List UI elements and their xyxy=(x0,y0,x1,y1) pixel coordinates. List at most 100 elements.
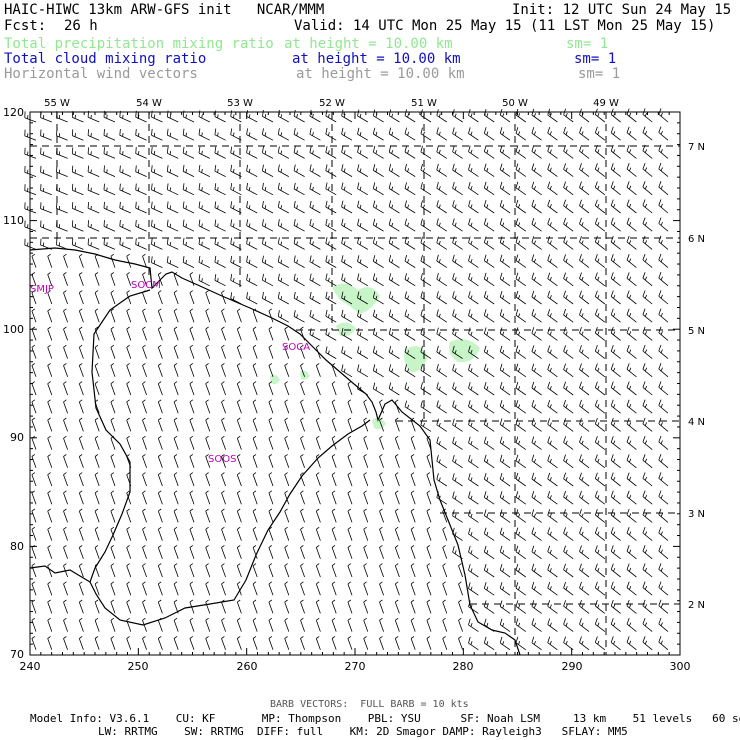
wind-barb xyxy=(442,526,448,541)
wind-barb xyxy=(642,599,653,614)
wind-barb xyxy=(78,599,84,614)
wind-barb xyxy=(205,545,211,559)
wind-barb xyxy=(436,418,448,432)
wind-barb xyxy=(331,617,337,632)
wind-barb xyxy=(499,108,511,123)
wind-barb xyxy=(78,326,84,341)
wind-barb xyxy=(110,617,116,632)
wind-barb xyxy=(379,417,384,432)
wind-barb xyxy=(347,636,353,650)
wind-barb xyxy=(94,617,100,632)
wind-barb xyxy=(63,344,68,359)
wind-barb xyxy=(173,490,179,505)
wind-barb xyxy=(284,490,290,505)
wind-barb xyxy=(126,526,132,541)
wind-barb xyxy=(142,581,147,596)
wind-barb xyxy=(347,381,353,396)
wind-barb xyxy=(31,563,37,578)
wind-barb xyxy=(658,563,669,578)
wind-barb xyxy=(658,108,669,123)
wind-barb xyxy=(63,290,68,305)
wind-barb xyxy=(135,128,147,141)
wind-barb xyxy=(341,146,353,159)
wind-barb xyxy=(626,454,637,469)
latlon-grid xyxy=(30,112,680,655)
wind-barb xyxy=(110,290,116,305)
wind-barb xyxy=(47,290,53,305)
wind-barb xyxy=(394,581,400,596)
wind-barb xyxy=(293,219,305,232)
wind-barb xyxy=(426,581,432,596)
wind-barb xyxy=(78,399,84,414)
wind-barb xyxy=(221,290,226,305)
wind-barb xyxy=(252,617,258,632)
wind-barb xyxy=(658,545,669,560)
wind-barb xyxy=(436,382,448,396)
lon-label: 53 W xyxy=(227,98,253,109)
wind-barb xyxy=(94,454,100,468)
wind-barb xyxy=(372,164,384,177)
wind-barb xyxy=(547,126,558,141)
wind-barb xyxy=(300,526,305,541)
wind-barb xyxy=(563,618,574,632)
wind-barb xyxy=(182,237,195,250)
wind-barb xyxy=(594,290,606,305)
wind-barb xyxy=(182,128,195,141)
wind-barb xyxy=(284,326,290,341)
wind-barb xyxy=(135,219,147,232)
wind-barb xyxy=(63,617,68,632)
wind-barb xyxy=(47,617,53,632)
wind-barb xyxy=(110,563,116,578)
wind-barb xyxy=(579,163,590,177)
wind-barb xyxy=(357,146,369,159)
wind-barb xyxy=(404,236,416,250)
wind-barb xyxy=(252,435,258,450)
wind-barb xyxy=(442,581,448,596)
wind-barb xyxy=(379,454,384,468)
wind-barb xyxy=(499,454,511,469)
wind-barb xyxy=(142,344,147,359)
wind-barb xyxy=(300,490,305,505)
wind-barb xyxy=(483,418,495,432)
wind-barb xyxy=(404,218,416,232)
wind-barb xyxy=(103,129,116,141)
wind-barb xyxy=(468,163,479,177)
wind-barb xyxy=(658,235,669,250)
wind-barb xyxy=(515,509,527,523)
wind-barb xyxy=(363,526,369,541)
wind-barb xyxy=(404,291,416,305)
wind-barb xyxy=(87,201,100,214)
wind-barb xyxy=(268,581,274,596)
wind-barb xyxy=(379,472,384,487)
wind-barb xyxy=(331,508,337,523)
wind-barb xyxy=(515,181,527,196)
wind-barb xyxy=(483,309,495,323)
lon-label: 55 W xyxy=(44,98,70,109)
wind-barb xyxy=(626,217,637,232)
wind-barb xyxy=(47,308,53,323)
wind-barb xyxy=(87,147,100,159)
wind-barb xyxy=(547,363,558,378)
wind-barb xyxy=(221,435,226,450)
wind-barb xyxy=(642,363,653,378)
wind-barb xyxy=(110,344,116,359)
wind-barb xyxy=(388,382,400,396)
wind-barb xyxy=(246,292,258,305)
wind-barb xyxy=(284,381,290,396)
field-wind-smooth: sm= 1 xyxy=(578,66,621,82)
wind-barb xyxy=(325,200,337,214)
wind-barb xyxy=(483,400,495,414)
wind-barb xyxy=(642,417,653,432)
wind-barb xyxy=(230,146,242,159)
wind-barb xyxy=(56,147,68,159)
wind-barb xyxy=(394,508,400,523)
wind-barb xyxy=(563,454,574,469)
wind-barb xyxy=(309,182,321,196)
wind-barb xyxy=(173,545,179,559)
wind-barb xyxy=(284,344,290,359)
wind-barb xyxy=(246,128,258,141)
wind-barb xyxy=(426,545,432,559)
wind-barb xyxy=(452,400,463,414)
wind-barb xyxy=(103,183,116,196)
wind-barb xyxy=(47,381,53,396)
